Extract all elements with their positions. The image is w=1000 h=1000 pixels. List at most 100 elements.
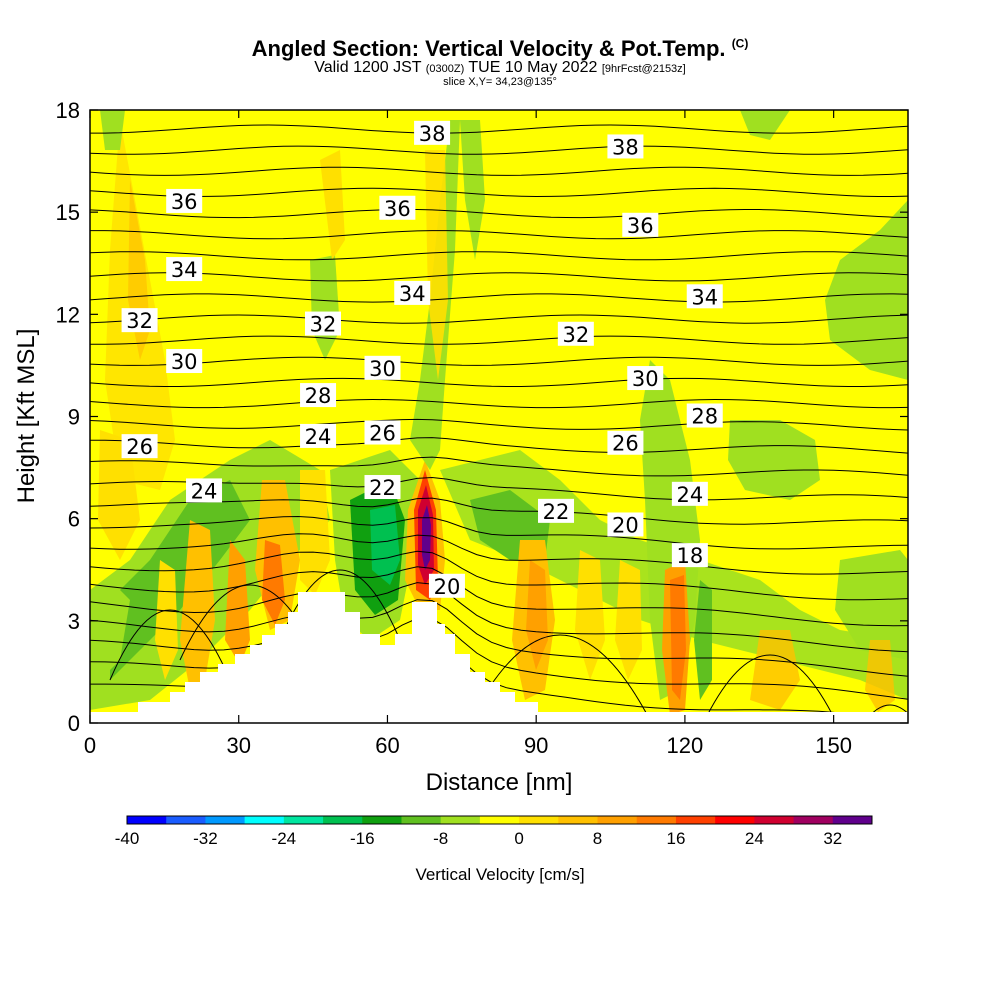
chart-title: Angled Section: Vertical Velocity & Pot.… <box>251 36 749 61</box>
contour-label-box <box>671 481 708 506</box>
contour-label: 34 <box>686 284 723 309</box>
contour-label: 18 <box>671 543 708 568</box>
contour-label-box <box>379 195 416 220</box>
x-axis-label: Distance [nm] <box>426 769 573 796</box>
contour-label-box <box>538 498 575 523</box>
isentrope <box>90 599 908 677</box>
colorbar-swatch <box>675 816 716 824</box>
contour-label-text: 30 <box>369 357 396 381</box>
contour-label-box <box>607 512 644 537</box>
contour-label: 34 <box>394 280 431 306</box>
contour-label-text: 34 <box>399 282 426 306</box>
y-tick-label: 3 <box>68 609 80 634</box>
isentrope <box>90 124 908 134</box>
isentrope <box>90 582 908 653</box>
colorbar-tick-label: 24 <box>745 829 764 848</box>
y-tick-label: 0 <box>68 711 80 736</box>
colorbar-tick-label: -40 <box>115 829 140 848</box>
contour-label-text: 30 <box>632 367 659 391</box>
contour-label-box <box>394 280 431 305</box>
isentrope <box>90 187 908 198</box>
isentrope <box>90 497 908 525</box>
y-tick-label: 6 <box>68 507 80 532</box>
contour-label-text: 32 <box>562 323 589 347</box>
contour-label-box <box>364 475 401 500</box>
contour-label-box <box>121 434 158 459</box>
contour-label: 32 <box>305 311 342 337</box>
contour-label-box <box>166 188 203 213</box>
colorbar-tick-label: 0 <box>514 829 523 848</box>
colorbar-title: Vertical Velocity [cm/s] <box>415 865 584 884</box>
colorbar-swatch <box>401 816 442 824</box>
contour-label-box <box>364 355 401 380</box>
contour-label: 20 <box>607 512 644 537</box>
slice-info: slice X,Y= 34,23@135° <box>443 76 557 88</box>
isentrope <box>90 335 908 345</box>
contour-label: 20 <box>428 573 465 599</box>
contour-label-text: 38 <box>612 135 639 159</box>
contour-label-box <box>121 308 158 333</box>
contour-label-text: 24 <box>305 425 332 449</box>
contour-label-box <box>686 284 723 309</box>
isentrope <box>863 704 908 723</box>
contour-label-box <box>627 366 664 391</box>
isentrope <box>90 166 908 176</box>
contour-label-box <box>300 423 337 448</box>
isentrope <box>90 230 908 240</box>
isentrope <box>90 377 908 387</box>
contour-label: 38 <box>607 134 644 159</box>
isentrope <box>90 617 908 700</box>
isentrope <box>90 145 908 155</box>
contour-label-text: 26 <box>369 422 396 446</box>
contour-label-box <box>557 321 594 346</box>
isentrope <box>90 272 908 282</box>
contour-label: 36 <box>166 188 203 214</box>
contour-label-text: 20 <box>434 575 461 599</box>
contour-label: 36 <box>622 212 659 238</box>
colorbar-tick-label: 16 <box>666 829 685 848</box>
isentrope <box>90 515 908 550</box>
subtitle-zulu: (0300Z) <box>425 63 465 75</box>
contour-label-text: 26 <box>126 435 153 459</box>
contour-label: 30 <box>364 355 401 381</box>
y-tick-label: 18 <box>56 98 80 123</box>
colorbar-swatch <box>519 816 559 824</box>
colorbar-tick-label: 8 <box>593 829 602 848</box>
isentrope <box>90 208 908 219</box>
contour-label-box <box>300 383 337 408</box>
isentrope <box>90 437 908 454</box>
colorbar-swatch <box>283 816 324 824</box>
contour-label-text: 36 <box>384 197 411 221</box>
contour-label-text: 32 <box>126 309 153 333</box>
colorbar-tick-label: 32 <box>823 829 842 848</box>
terrain <box>90 592 908 723</box>
colorbar-swatch <box>440 816 481 824</box>
contour-label: 22 <box>538 498 575 524</box>
contour-label: 34 <box>166 257 203 282</box>
contour-label-box <box>607 430 644 455</box>
contour-label-text: 34 <box>171 258 198 282</box>
isentrope <box>90 550 908 601</box>
isentrope <box>109 609 231 681</box>
colorbar-swatch <box>715 816 755 824</box>
isentrope <box>90 476 908 501</box>
isentrope <box>90 251 908 261</box>
contour-label-box <box>428 573 465 598</box>
contour-label: 32 <box>121 308 158 333</box>
colorbar-frame <box>126 815 873 825</box>
isentrope-lines <box>90 124 908 723</box>
isentrope <box>90 398 908 409</box>
contour-label-text: 26 <box>612 432 639 456</box>
colorbar-swatch <box>636 816 677 824</box>
contour-label: 24 <box>671 481 708 507</box>
isentrope <box>90 356 908 366</box>
contour-label: 24 <box>300 423 337 449</box>
y-axis-label: Height [Kft MSL] <box>13 329 40 504</box>
plot-area: 38 38 36 36 36 34 34 34 32 32 32 30 30 30 28 28 26 26 26 24… <box>90 110 908 723</box>
colorbar-swatch <box>127 816 167 824</box>
isentrope <box>279 569 401 641</box>
contour-label: 30 <box>166 349 203 374</box>
isentrope <box>90 566 908 627</box>
